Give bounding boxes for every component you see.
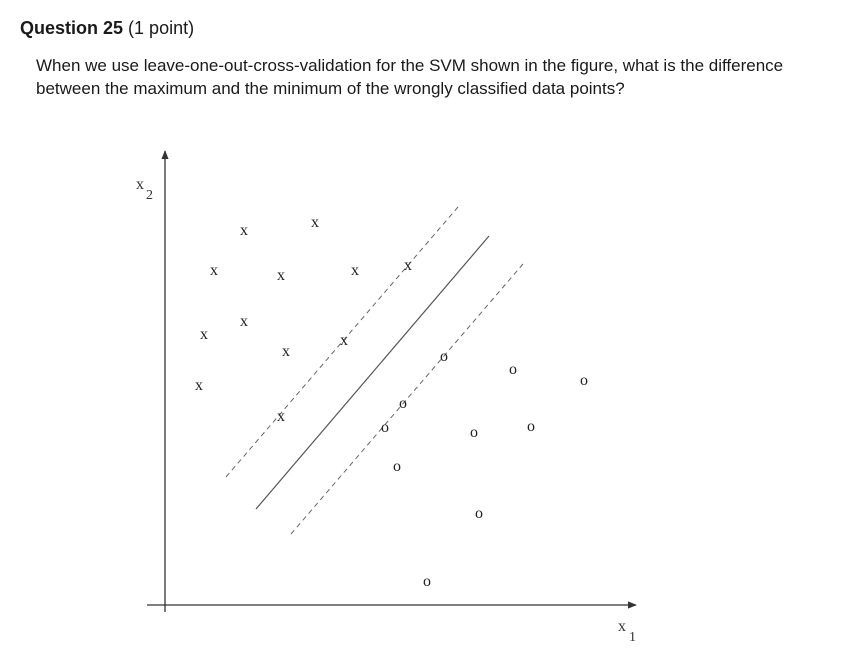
data-point-x: x <box>210 262 218 279</box>
data-point-o: o <box>423 573 431 590</box>
y-axis-label-subscript: 2 <box>146 188 153 203</box>
data-point-x: x <box>277 408 285 425</box>
x-axis-label-subscript: 1 <box>629 630 636 645</box>
data-point-x: x <box>282 343 290 360</box>
data-point-x: x <box>351 262 359 279</box>
x-axis-label: x <box>618 618 626 635</box>
data-point-o: o <box>470 424 478 441</box>
data-point-o: o <box>527 418 535 435</box>
data-point-x: x <box>404 257 412 274</box>
data-point-x: x <box>311 214 319 231</box>
data-point-x: x <box>240 222 248 239</box>
data-point-o: o <box>509 361 517 378</box>
data-point-o: o <box>399 395 407 412</box>
class-o-points: o o o o o o o o o o <box>381 348 588 590</box>
margin-lower <box>290 263 524 535</box>
data-point-x: x <box>340 332 348 349</box>
data-point-o: o <box>393 458 401 475</box>
data-point-o: o <box>381 419 389 436</box>
y-axis-label: x <box>136 176 144 193</box>
data-point-o: o <box>475 505 483 522</box>
decision-boundary <box>255 235 490 510</box>
data-point-x: x <box>195 377 203 394</box>
question-prompt: When we use leave-one-out-cross-validati… <box>36 56 784 98</box>
data-point-o: o <box>440 348 448 365</box>
data-point-x: x <box>240 313 248 330</box>
class-x-points: x x x x x x x x x x x x <box>195 214 412 425</box>
question-header: Question 25 (1 point) <box>20 16 194 40</box>
question-title: Question 25 <box>20 18 124 38</box>
question-points: (1 point) <box>128 18 195 38</box>
data-point-x: x <box>277 267 285 284</box>
data-point-o: o <box>580 372 588 389</box>
data-point-x: x <box>200 326 208 343</box>
